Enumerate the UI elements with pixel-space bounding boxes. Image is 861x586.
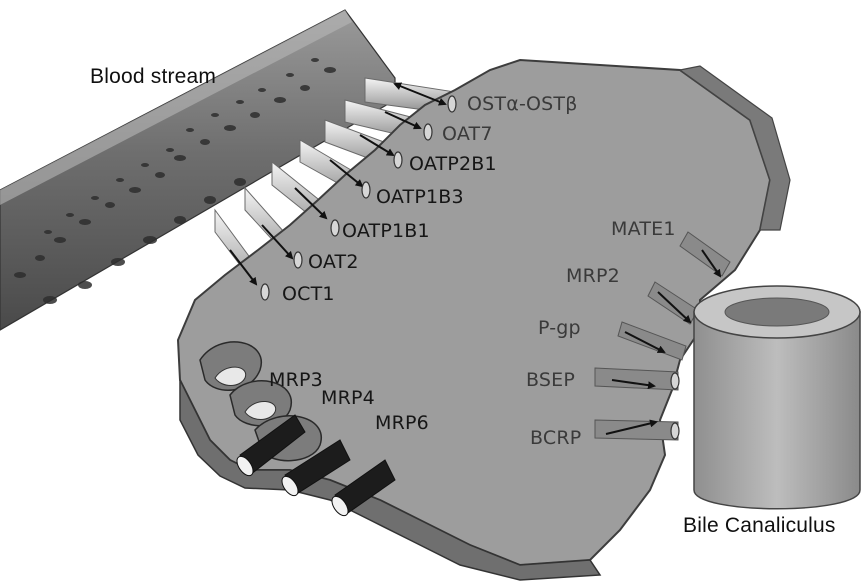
pgp-label: P-gp <box>538 317 581 339</box>
bcrp-label: BCRP <box>530 427 582 449</box>
oatp2b1-label: OATP2B1 <box>409 153 497 175</box>
blood-stream-label: Blood stream <box>90 65 217 88</box>
mrp3-label: MRP3 <box>269 369 323 391</box>
mrp2-label: MRP2 <box>566 265 620 287</box>
bsep-label: BSEP <box>526 369 576 391</box>
oat2-label: OAT2 <box>308 251 359 273</box>
mrp4-label: MRP4 <box>321 387 375 409</box>
ost-alpha-beta-label: OSTα-OSTβ <box>467 93 578 115</box>
oatp1b3-label: OATP1B3 <box>376 186 464 208</box>
transporter-rings <box>260 95 680 440</box>
oct1-label: OCT1 <box>282 283 335 305</box>
bile-canaliculus <box>693 285 861 510</box>
mrp6-label: MRP6 <box>375 412 429 434</box>
mate1-label: MATE1 <box>611 218 676 240</box>
bile-canaliculus-label: Bile Canaliculus <box>683 514 836 537</box>
transport-arrows <box>229 82 722 435</box>
efflux-channels <box>236 414 396 517</box>
blood-vessel <box>0 9 396 331</box>
oat7-label: OAT7 <box>442 123 493 145</box>
oatp1b1-label: OATP1B1 <box>342 220 430 242</box>
